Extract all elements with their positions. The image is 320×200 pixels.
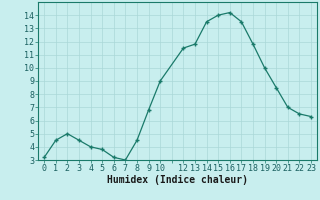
X-axis label: Humidex (Indice chaleur): Humidex (Indice chaleur) bbox=[107, 175, 248, 185]
